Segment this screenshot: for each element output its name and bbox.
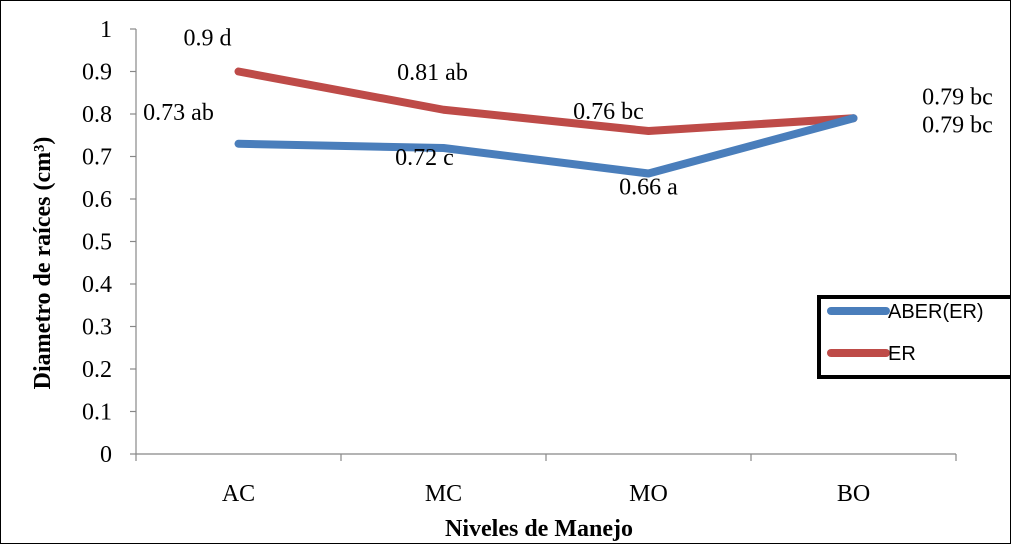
- y-tick-label: 0.5: [82, 230, 112, 256]
- data-label: 0.66 a: [619, 175, 678, 201]
- y-tick-label: 0.1: [82, 400, 112, 426]
- y-tick-label: 0.9: [82, 60, 112, 86]
- y-tick-label: 1: [100, 17, 112, 43]
- legend: ABER(ER) ER: [817, 295, 1010, 379]
- data-label: 0.79 bc: [922, 84, 993, 110]
- data-label: 0.73 ab: [143, 100, 214, 126]
- y-tick-label: 0.6: [82, 187, 112, 213]
- x-tick-label: AC: [222, 481, 255, 507]
- series-lines: [234, 67, 858, 178]
- y-tick-label: 0.8: [82, 102, 112, 128]
- x-tick-label: BO: [837, 481, 870, 507]
- legend-label: ABER(ER): [888, 301, 984, 323]
- x-tick-label: MC: [425, 481, 462, 507]
- legend-box: [817, 295, 1010, 379]
- data-label: 0.9 d: [184, 26, 232, 52]
- y-tick-label: 0: [100, 442, 112, 468]
- axes: 0 0.1 0.2 0.3 0.4 0.5 0.6 0.7 0.8 0.9 1 AC MC MO BO: [82, 17, 957, 507]
- legend-label: ER: [888, 343, 916, 365]
- series-line: [234, 114, 858, 178]
- y-tick-label: 0.3: [82, 315, 112, 341]
- y-tick-label: 0.7: [82, 145, 112, 171]
- data-label: 0.81 ab: [397, 60, 468, 86]
- x-tick-label: MO: [629, 481, 668, 507]
- series-line: [234, 67, 858, 135]
- y-tick-label: 0.4: [82, 272, 112, 298]
- data-labels: 0.73 ab 0.72 c 0.66 a 0.79 bc 0.9 d 0.81 ab 0.…: [143, 26, 993, 201]
- data-label: 0.76 bc: [573, 99, 644, 125]
- data-label: 0.72 c: [395, 145, 454, 171]
- y-axis-title: Diametro de raíces (cm³): [30, 137, 56, 390]
- data-label: 0.79 bc: [922, 112, 993, 138]
- x-axis-title: Niveles de Manejo: [445, 516, 633, 542]
- y-tick-label: 0.2: [82, 357, 112, 383]
